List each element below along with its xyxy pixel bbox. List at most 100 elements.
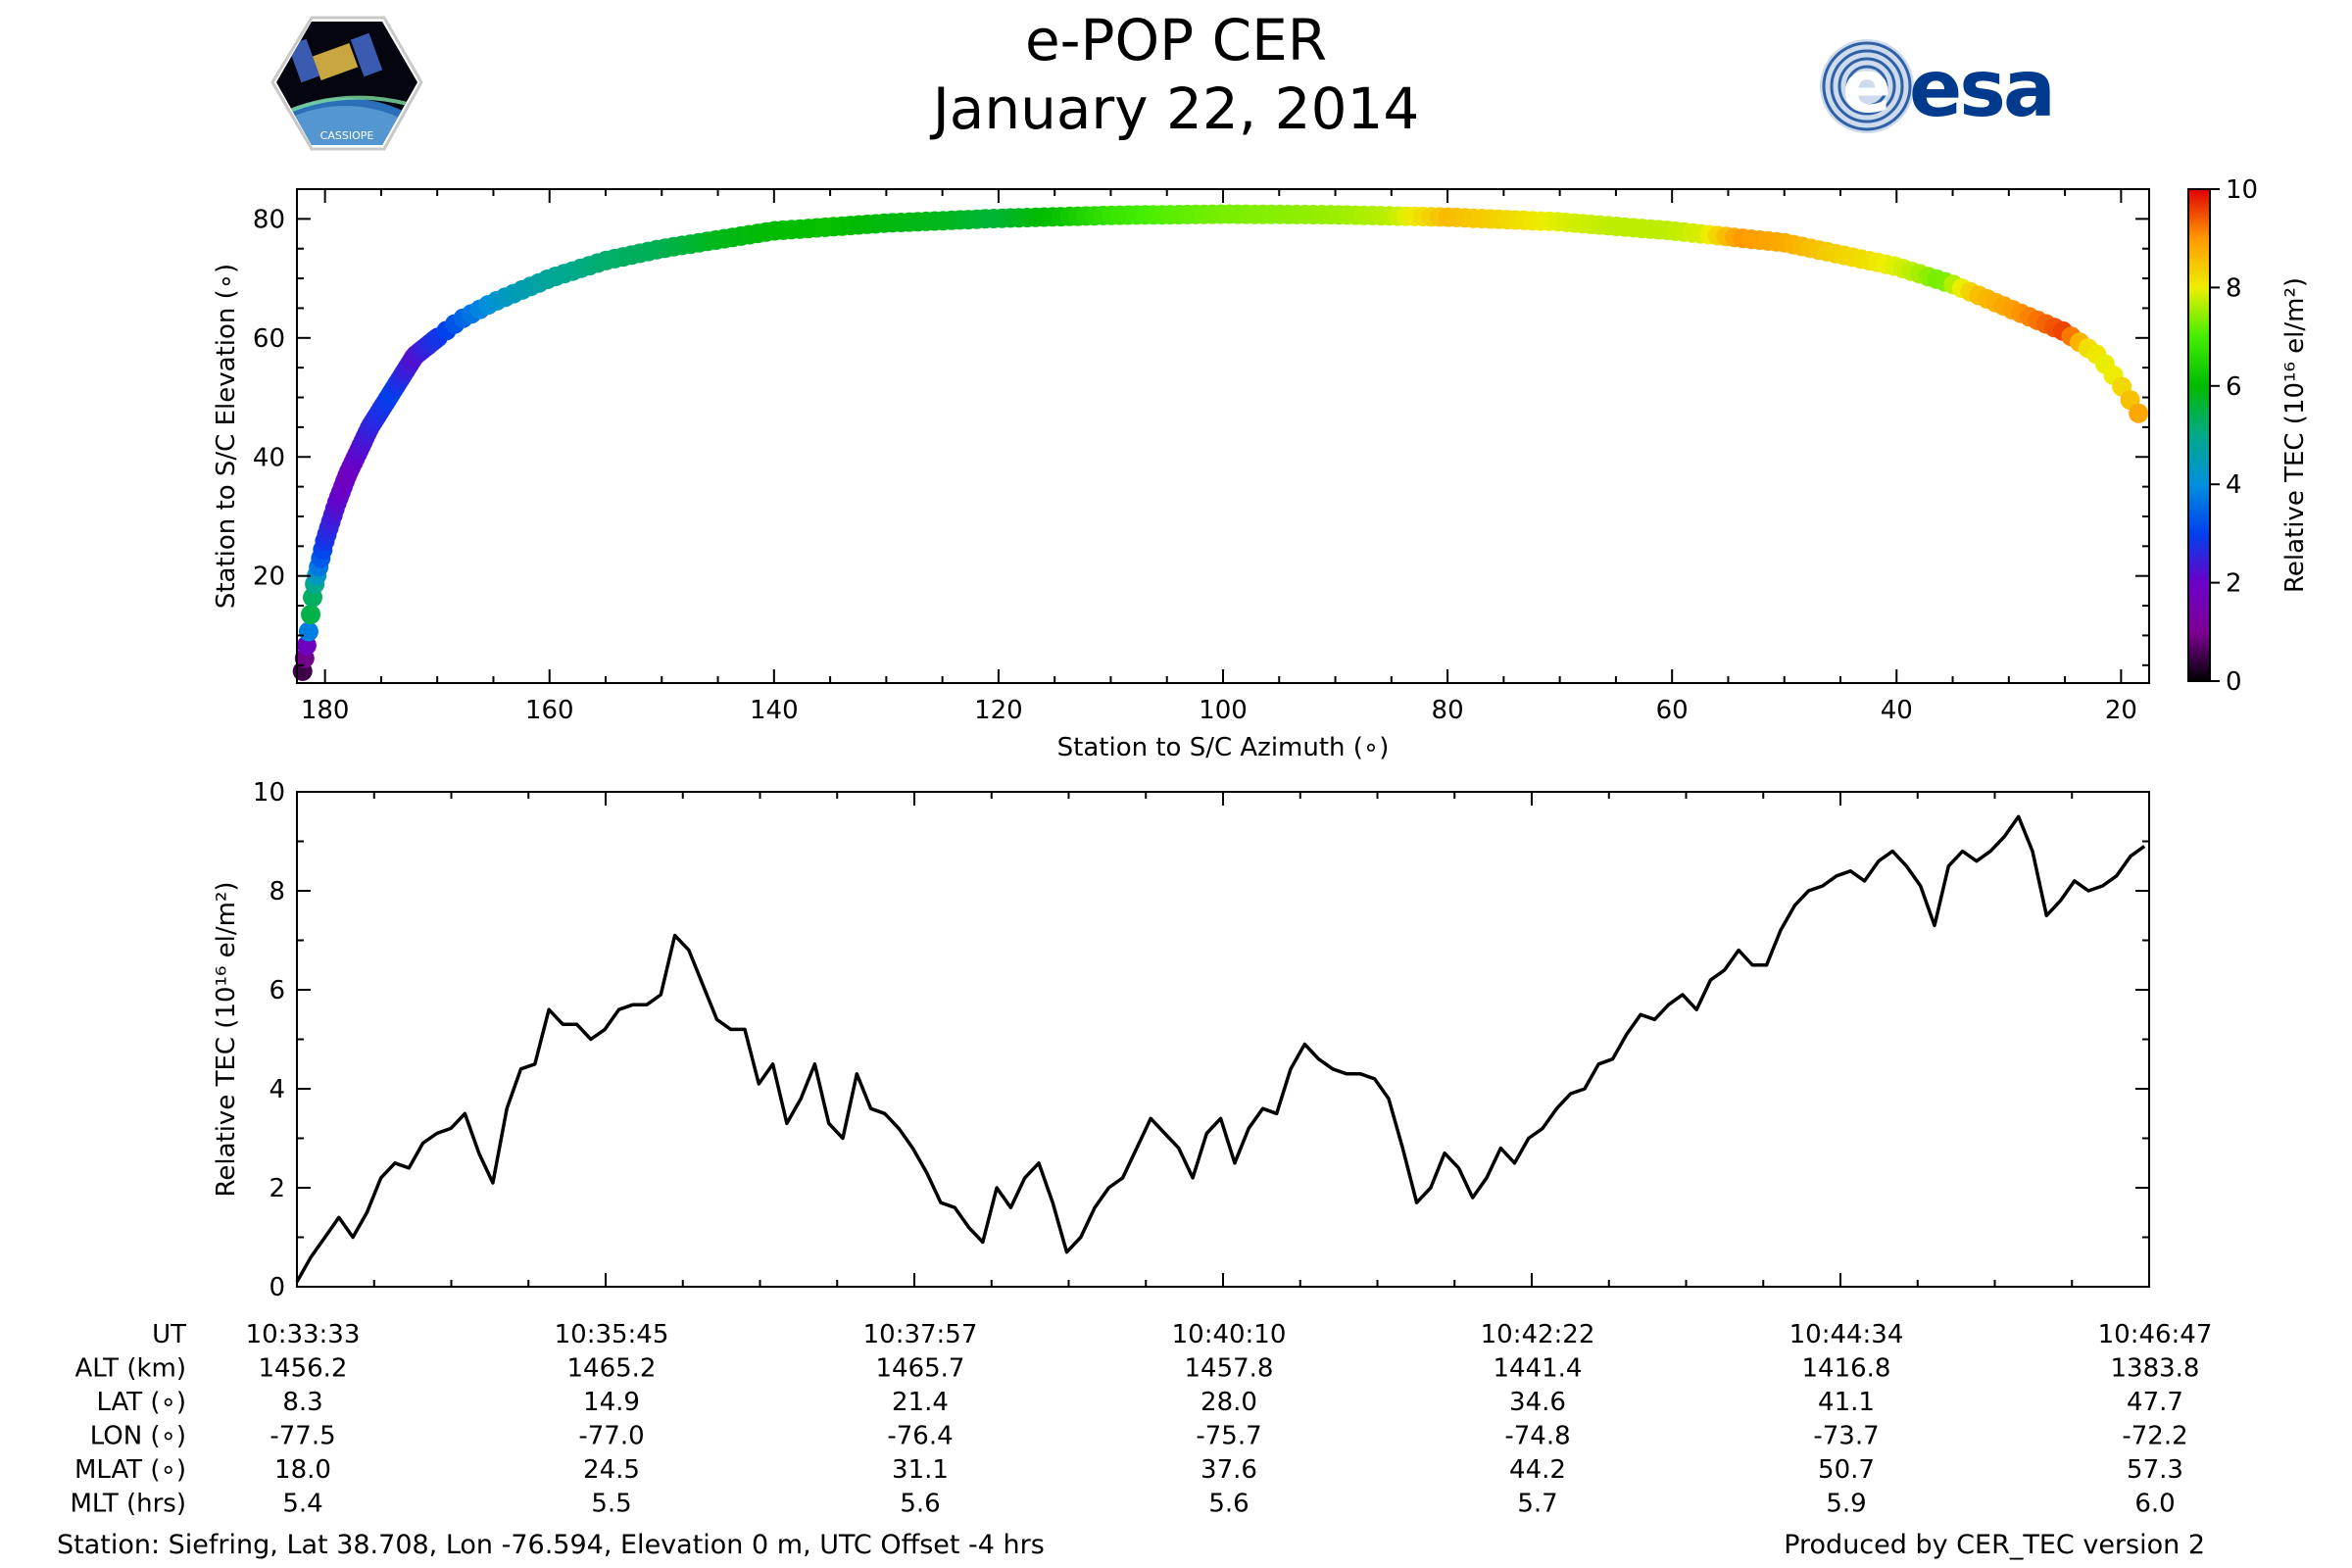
orbit-table-cell: 1416.8: [1802, 1354, 1891, 1384]
orbit-table-cell: 10:44:34: [1789, 1320, 1904, 1349]
orbit-table-cell: 5.7: [1517, 1490, 1557, 1519]
station-info: Station: Siefring, Lat 38.708, Lon -76.5…: [57, 1530, 1045, 1560]
top-y-axis: 20 40 60 80 Station to S/C Elevation (∘): [212, 188, 2149, 666]
elevation-azimuth-plot: 180 160 140 120 100 80 60 40 20 Station to S/C Az…: [212, 188, 2150, 762]
top-x-axis-label: Station to S/C Azimuth (∘): [1057, 733, 1390, 762]
orbit-table-cell: -77.5: [270, 1422, 335, 1451]
produced-by: Produced by CER_TEC version 2: [1784, 1530, 2205, 1560]
orbit-table-cell: 1465.7: [876, 1354, 965, 1384]
top-x-tick-label: 40: [1881, 696, 1913, 725]
top-x-tick-label: 160: [525, 696, 574, 725]
orbit-table-cell: -73.7: [1813, 1422, 1879, 1451]
colorbar-tick-label: 10: [2226, 175, 2258, 205]
track-point: [298, 621, 318, 642]
orbit-table-cell: 18.0: [274, 1455, 331, 1485]
track-point: [301, 605, 320, 624]
orbit-table-cell: 1465.2: [567, 1354, 657, 1384]
orbit-table-cell: 5.6: [900, 1490, 940, 1519]
bottom-y-tick-label: 10: [253, 778, 285, 808]
bottom-plot-frame: [296, 791, 2150, 1288]
orbit-row-label: MLAT (∘): [74, 1455, 186, 1485]
orbit-table-cell: 37.6: [1200, 1455, 1257, 1485]
colorbar-label: Relative TEC (10¹⁶ el/m²): [2280, 277, 2310, 593]
tec-series-line: [295, 814, 2146, 1283]
bottom-y-tick-label: 4: [269, 1075, 285, 1104]
orbit-table-cell: -77.0: [578, 1422, 644, 1451]
orbit-table-cell: -76.4: [887, 1422, 953, 1451]
orbit-table-cell: 10:35:45: [555, 1320, 669, 1349]
orbit-table-cell: 6.0: [2134, 1490, 2175, 1519]
colorbar-gradient: [2187, 188, 2211, 682]
orbit-table-cell: 24.5: [583, 1455, 640, 1485]
orbit-row-label: LON (∘): [90, 1422, 186, 1451]
orbit-table-cell: 14.9: [583, 1388, 640, 1417]
orbit-table-cell: 10:42:22: [1481, 1320, 1595, 1349]
bottom-y-tick-label: 2: [269, 1174, 285, 1203]
orbit-table-cell: 57.3: [2127, 1455, 2183, 1485]
orbit-parameter-table: UT ALT (km) LAT (∘) LON (∘) MLAT (∘) MLT (hrs…: [71, 1320, 2213, 1519]
orbit-table-cell: 31.1: [892, 1455, 949, 1485]
bottom-y-tick-label: 0: [269, 1273, 285, 1302]
orbit-table-cell: 1456.2: [259, 1354, 348, 1384]
orbit-table-cell: 5.9: [1826, 1490, 1866, 1519]
orbit-table-cell: 10:40:10: [1172, 1320, 1287, 1349]
colorbar: 0 2 4 6 8 10 Relative TEC (10¹⁶ el/m²): [2187, 175, 2310, 697]
top-x-tick-label: 100: [1199, 696, 1248, 725]
esa-logo: e esa: [1820, 39, 2056, 134]
orbit-table-cell: 10:46:47: [2098, 1320, 2213, 1349]
orbit-row-label: UT: [152, 1320, 186, 1349]
tec-time-series-plot: 0 2 4 6 8 10 Relative TEC (10¹⁶ el/m²): [212, 778, 2150, 1302]
bottom-y-axis: 0 2 4 6 8 10 Relative TEC (10¹⁶ el/m²): [212, 778, 2149, 1302]
orbit-row-label: MLT (hrs): [71, 1490, 187, 1519]
orbit-table-cell: 5.5: [591, 1490, 631, 1519]
top-x-axis: 180 160 140 120 100 80 60 40 20 Station to S/C Az…: [301, 189, 2137, 762]
colorbar-tick-label: 4: [2226, 470, 2242, 500]
esa-logo-text: esa: [1909, 43, 2053, 134]
orbit-table-cell: 5.4: [282, 1490, 322, 1519]
orbit-table-cell: 44.2: [1509, 1455, 1566, 1485]
orbit-table-cell: 50.7: [1818, 1455, 1875, 1485]
bottom-x-axis: [296, 792, 2150, 1287]
orbit-row-label: LAT (∘): [96, 1388, 186, 1417]
bottom-y-axis-label: Relative TEC (10¹⁶ el/m²): [212, 881, 241, 1197]
track-point: [2129, 403, 2149, 423]
top-y-tick-label: 60: [253, 324, 285, 354]
colorbar-tick-label: 8: [2226, 273, 2242, 303]
top-x-tick-label: 120: [974, 696, 1023, 725]
colorbar-tick-label: 2: [2226, 569, 2242, 599]
bottom-y-tick-label: 6: [269, 976, 285, 1005]
cassiope-logo-text: CASSIOPE: [320, 129, 374, 142]
orbit-table-cell: 5.6: [1208, 1490, 1249, 1519]
top-x-tick-label: 140: [750, 696, 799, 725]
top-y-tick-label: 40: [253, 443, 285, 472]
orbit-table-cell: 34.6: [1509, 1388, 1566, 1417]
top-y-tick-label: 80: [253, 205, 285, 234]
top-x-tick-label: 20: [2105, 696, 2137, 725]
top-y-tick-label: 20: [253, 563, 285, 592]
track-points: [292, 204, 2149, 681]
orbit-table-cell: 21.4: [892, 1388, 949, 1417]
orbit-table-cell: 1441.4: [1494, 1354, 1583, 1384]
orbit-table-cell: -72.2: [2122, 1422, 2187, 1451]
orbit-table-cell: 10:37:57: [863, 1320, 978, 1349]
colorbar-tick-label: 6: [2226, 372, 2242, 402]
orbit-row-label: ALT (km): [74, 1354, 186, 1384]
orbit-table-cell: 10:33:33: [246, 1320, 361, 1349]
top-y-axis-label: Station to S/C Elevation (∘): [212, 264, 241, 609]
cassiope-logo: CASSIOPE: [270, 16, 423, 151]
orbit-table-cell: -75.7: [1196, 1422, 1261, 1451]
orbit-table-cell: 1383.8: [2111, 1354, 2200, 1384]
orbit-table-cell: -74.8: [1504, 1422, 1570, 1451]
top-x-tick-label: 180: [301, 696, 350, 725]
chart-date: January 22, 2014: [932, 75, 1420, 142]
orbit-table-cell: 8.3: [282, 1388, 322, 1417]
chart-title: e-POP CER: [1024, 7, 1328, 74]
colorbar-tick-label: 0: [2226, 667, 2242, 697]
top-x-tick-label: 80: [1432, 696, 1464, 725]
orbit-table-cell: 47.7: [2127, 1388, 2183, 1417]
orbit-table-cell: 41.1: [1818, 1388, 1875, 1417]
svg-text:e: e: [1842, 45, 1891, 129]
bottom-y-tick-label: 8: [269, 877, 285, 906]
top-x-tick-label: 60: [1656, 696, 1689, 725]
